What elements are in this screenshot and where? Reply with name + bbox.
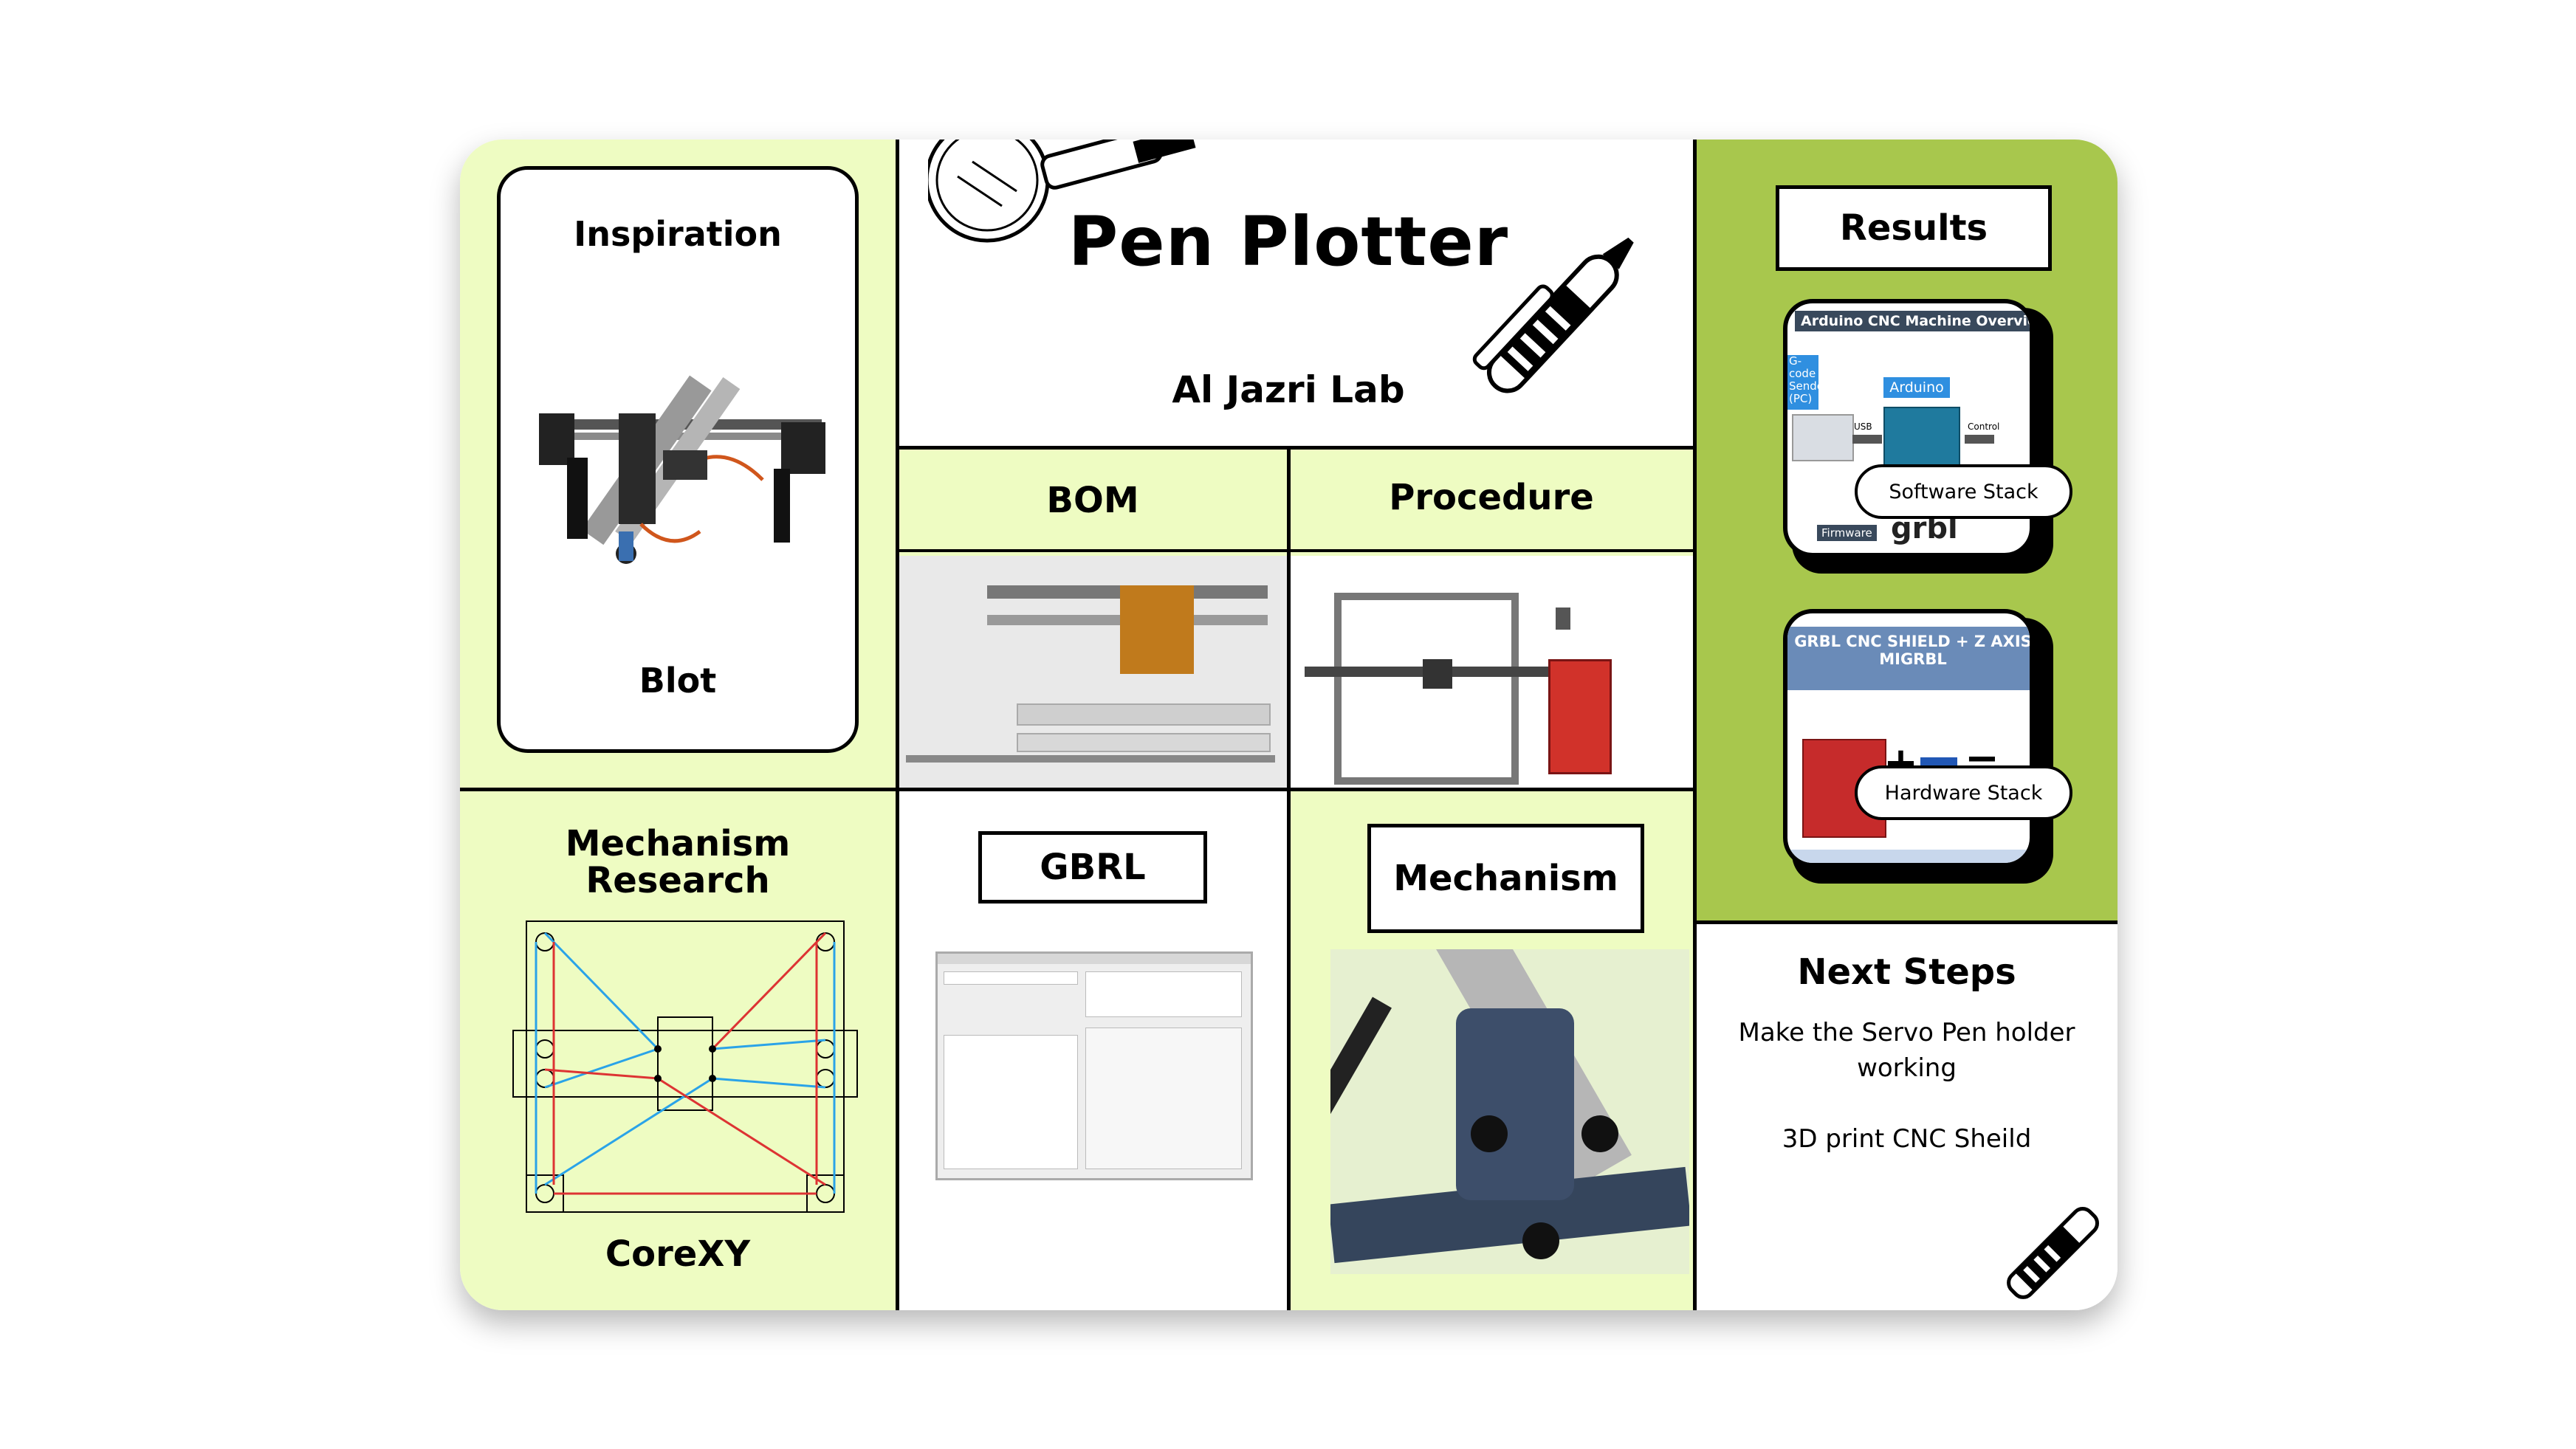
corexy-diagram xyxy=(512,920,858,1213)
inspiration-caption: Blot xyxy=(639,661,717,701)
software-banner: Arduino CNC Machine Overview xyxy=(1795,311,2030,331)
inspiration-heading: Inspiration xyxy=(574,214,782,254)
magnifier-icon xyxy=(928,140,1196,243)
title-panel: Pen Plotter Al Jazri Lab xyxy=(899,140,1693,446)
gbrl-heading: GBRL xyxy=(978,831,1207,904)
divider xyxy=(896,446,1697,450)
mechanism-photo xyxy=(1330,949,1689,1274)
mechanism-research-panel: Mechanism Research xyxy=(460,791,896,1310)
bom-parts-photo xyxy=(899,556,1287,788)
software-stack-button[interactable]: Software Stack xyxy=(1855,464,2072,519)
next-steps-panel: Next Steps Make the Servo Pen holder wor… xyxy=(1696,923,2118,1310)
laptop-image xyxy=(1792,414,1854,461)
inspiration-card: Inspiration Blot xyxy=(497,166,859,753)
divider xyxy=(896,549,1697,552)
procedure-heading: Procedure xyxy=(1389,477,1594,518)
bom-panel: BOM xyxy=(899,449,1287,788)
bom-heading: BOM xyxy=(1046,480,1139,521)
pen-icon xyxy=(1472,237,1634,393)
divider xyxy=(1287,446,1291,1310)
divider xyxy=(1693,140,1697,1310)
next-steps-item-2: 3D print CNC Sheild xyxy=(1782,1124,2032,1154)
procedure-panel: Procedure xyxy=(1290,449,1693,788)
control-arrow-icon xyxy=(1965,435,1994,444)
control-label: Control xyxy=(1968,421,2000,432)
page-title: Pen Plotter xyxy=(1068,202,1509,281)
next-steps-item-1-line2: working xyxy=(1857,1053,1957,1083)
results-heading: Results xyxy=(1776,185,2052,271)
arrow-icon xyxy=(1852,435,1882,444)
inspiration-panel: Inspiration Blot xyxy=(460,140,896,788)
page-subtitle: Al Jazri Lab xyxy=(1172,368,1405,411)
gcode-box: G-code Sender (PC) xyxy=(1787,355,1828,410)
divider xyxy=(460,788,1697,791)
project-board: Inspiration Blot xyxy=(460,140,2118,1310)
pen-icon-small xyxy=(2007,1207,2099,1299)
arduino-label: Arduino xyxy=(1883,377,1950,398)
firmware-label: Firmware xyxy=(1817,525,1877,541)
procedure-photo xyxy=(1290,556,1693,788)
screen-strip xyxy=(1787,850,2030,863)
arduino-board-image xyxy=(1883,407,1960,469)
mechanism-heading: Mechanism xyxy=(1367,824,1644,933)
usb-label: USB xyxy=(1854,421,1872,432)
hardware-banner: GRBL CNC SHIELD + Z AXIS MIGRBL xyxy=(1787,627,2030,690)
next-steps-item-1-line1: Make the Servo Pen holder xyxy=(1738,1018,2075,1047)
mechanism-panel: Mechanism xyxy=(1290,791,1693,1310)
hardware-stack-card: GRBL CNC SHIELD + Z AXIS MIGRBL + = xyxy=(1783,609,2034,867)
results-panel: Results Arduino CNC Machine Overview G-c… xyxy=(1696,140,2118,920)
mechanism-research-caption: CoreXY xyxy=(605,1233,751,1275)
gbrl-panel: GBRL xyxy=(899,791,1287,1310)
blot-plotter-image xyxy=(539,375,825,564)
divider xyxy=(1693,920,2118,924)
divider xyxy=(896,140,899,1310)
hardware-stack-button[interactable]: Hardware Stack xyxy=(1855,765,2072,820)
gbrl-software-screenshot xyxy=(935,951,1253,1180)
next-steps-heading: Next Steps xyxy=(1797,951,2016,993)
mechanism-research-heading-line2: Research xyxy=(585,860,770,901)
mechanism-research-heading-line1: Mechanism xyxy=(565,823,791,864)
